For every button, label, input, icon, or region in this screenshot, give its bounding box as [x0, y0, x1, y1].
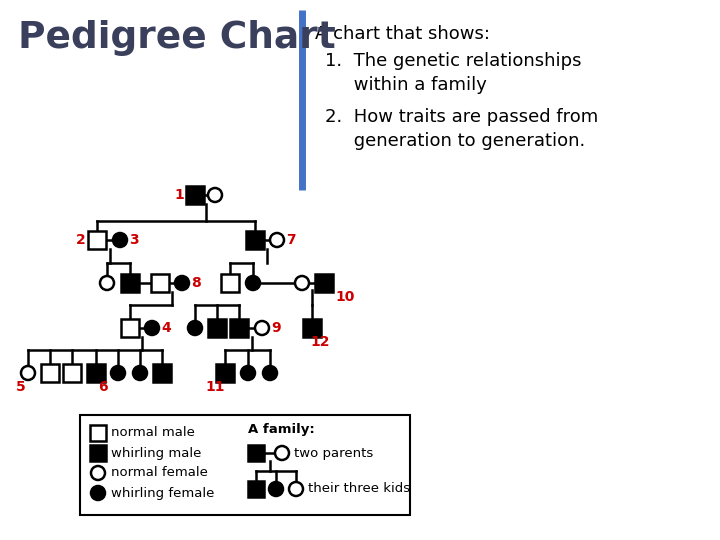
Bar: [121, 319, 139, 337]
Circle shape: [100, 276, 114, 290]
Bar: [230, 319, 248, 337]
Circle shape: [263, 366, 277, 380]
Bar: [186, 186, 204, 204]
Text: 6: 6: [98, 380, 107, 394]
Bar: [121, 274, 139, 292]
Bar: [221, 274, 239, 292]
Text: 10: 10: [335, 290, 354, 304]
Text: 8: 8: [191, 276, 201, 290]
Text: A family:: A family:: [248, 422, 315, 435]
Circle shape: [241, 366, 255, 380]
Circle shape: [246, 276, 260, 290]
Bar: [248, 445, 264, 461]
Bar: [208, 319, 226, 337]
Circle shape: [113, 233, 127, 247]
Circle shape: [145, 321, 159, 335]
Bar: [80, 415, 410, 515]
Text: two parents: two parents: [294, 447, 373, 460]
Circle shape: [295, 276, 309, 290]
Bar: [153, 364, 171, 382]
Bar: [303, 319, 321, 337]
Bar: [87, 364, 105, 382]
Text: normal male: normal male: [111, 427, 195, 440]
Bar: [63, 364, 81, 382]
Bar: [315, 274, 333, 292]
Text: 2.  How traits are passed from
     generation to generation.: 2. How traits are passed from generation…: [325, 108, 598, 150]
Circle shape: [270, 233, 284, 247]
Text: whirling female: whirling female: [111, 487, 215, 500]
Text: their three kids: their three kids: [308, 483, 410, 496]
Bar: [88, 231, 106, 249]
Text: normal female: normal female: [111, 467, 208, 480]
Circle shape: [175, 276, 189, 290]
Circle shape: [269, 482, 283, 496]
Text: 7: 7: [286, 233, 296, 247]
Text: whirling male: whirling male: [111, 447, 202, 460]
Text: 3: 3: [129, 233, 139, 247]
Bar: [216, 364, 234, 382]
Text: 12: 12: [310, 335, 330, 349]
Bar: [246, 231, 264, 249]
Text: 5: 5: [17, 380, 26, 394]
Bar: [90, 425, 106, 441]
Circle shape: [133, 366, 147, 380]
Text: A chart that shows:: A chart that shows:: [315, 25, 490, 43]
Circle shape: [91, 486, 105, 500]
Circle shape: [188, 321, 202, 335]
Circle shape: [289, 482, 303, 496]
Text: 4: 4: [161, 321, 171, 335]
Text: 1.  The genetic relationships
     within a family: 1. The genetic relationships within a fa…: [325, 52, 582, 93]
Circle shape: [111, 366, 125, 380]
Text: 2: 2: [76, 233, 86, 247]
Text: Pedigree Chart: Pedigree Chart: [18, 20, 336, 56]
Text: 9: 9: [271, 321, 281, 335]
Bar: [90, 445, 106, 461]
Circle shape: [21, 366, 35, 380]
Circle shape: [91, 466, 105, 480]
Text: 1: 1: [174, 188, 184, 202]
Circle shape: [275, 446, 289, 460]
Bar: [41, 364, 59, 382]
Circle shape: [255, 321, 269, 335]
Bar: [248, 481, 264, 497]
Circle shape: [208, 188, 222, 202]
Text: 11: 11: [205, 380, 225, 394]
Bar: [151, 274, 169, 292]
